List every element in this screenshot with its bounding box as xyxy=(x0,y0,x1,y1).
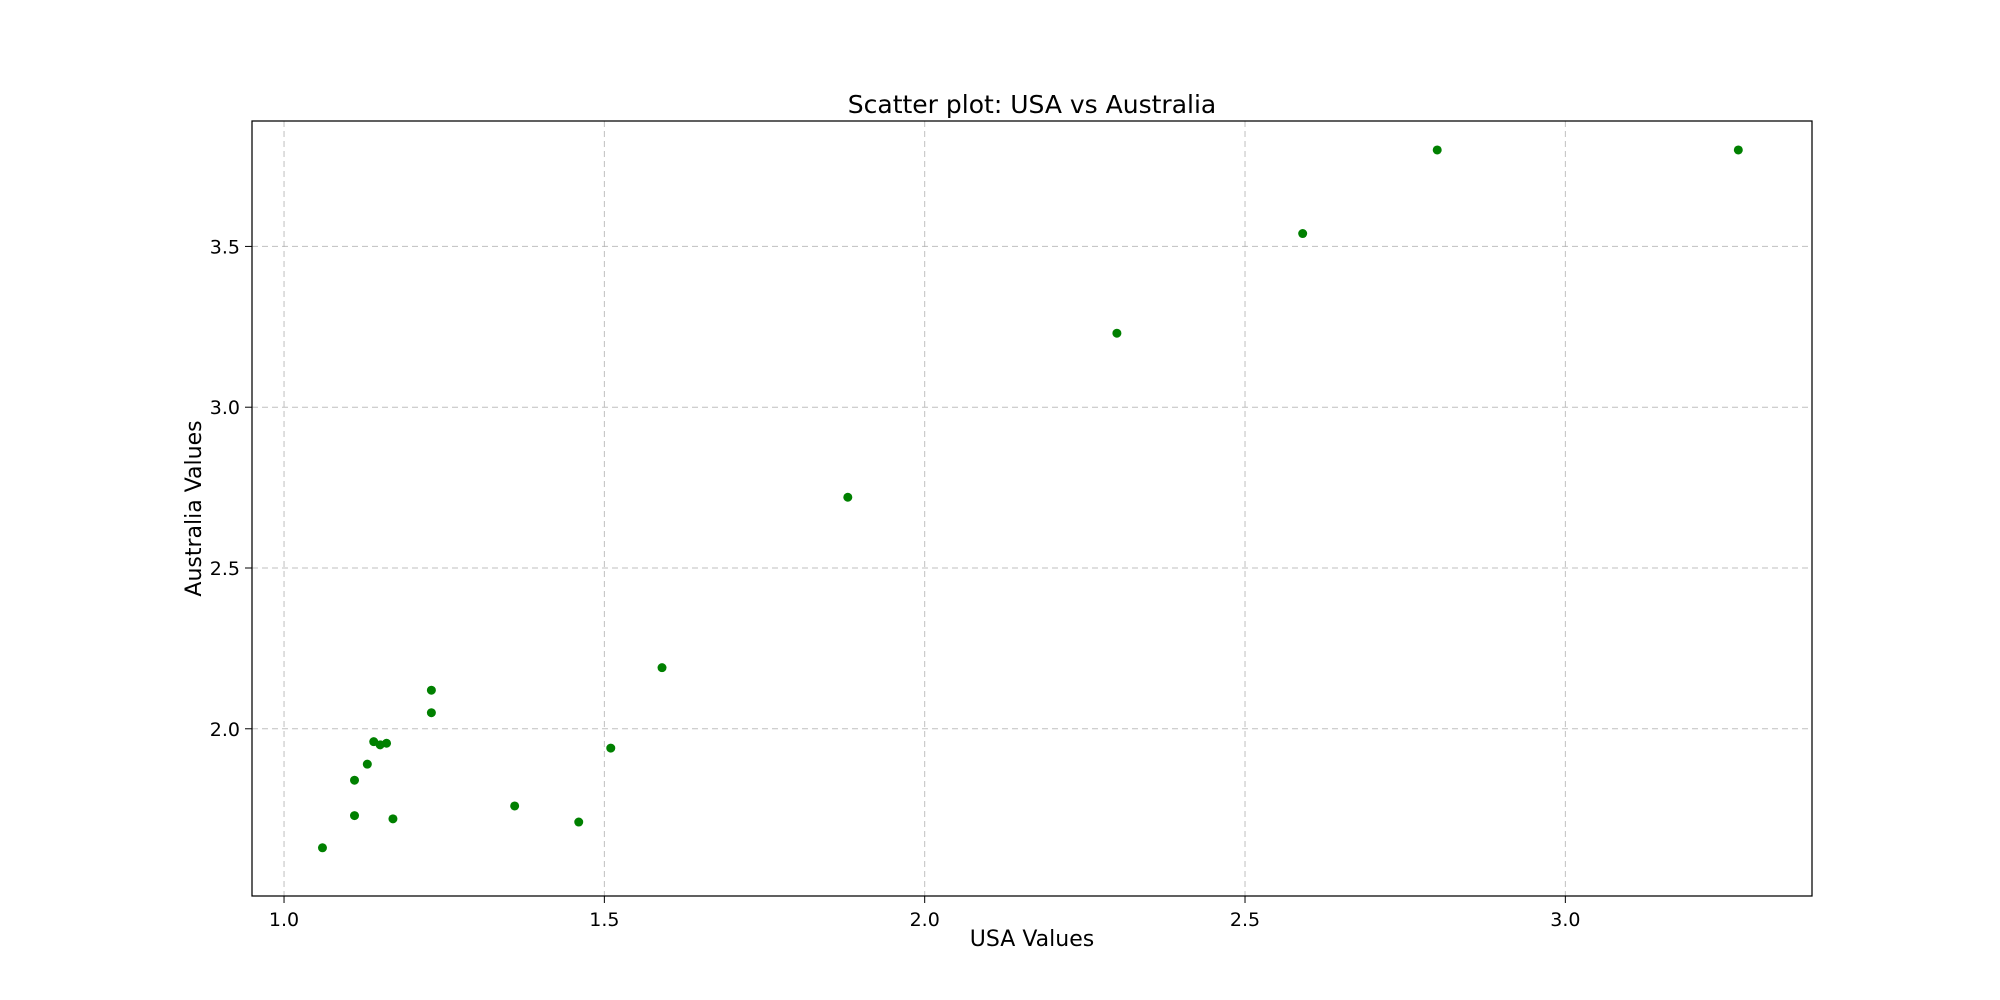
x-tick-label: 1.0 xyxy=(269,909,299,931)
chart-title: Scatter plot: USA vs Australia xyxy=(848,90,1216,119)
data-point xyxy=(657,663,667,673)
data-point xyxy=(426,685,436,695)
axes-frame xyxy=(251,120,1813,897)
y-tick-label: 2.5 xyxy=(210,558,240,580)
x-tick-label: 2.0 xyxy=(910,909,940,931)
x-tick-label: 1.5 xyxy=(589,909,619,931)
data-point xyxy=(574,817,584,827)
data-point xyxy=(1733,145,1743,155)
y-axis-label: Australia Values xyxy=(182,420,207,596)
data-point xyxy=(350,811,360,821)
data-point xyxy=(382,738,392,748)
data-point xyxy=(1432,145,1442,155)
data-point xyxy=(843,492,853,502)
y-tick-label: 3.0 xyxy=(210,397,240,419)
data-point xyxy=(1298,229,1308,239)
data-point xyxy=(317,843,327,853)
data-point xyxy=(426,708,436,718)
data-point xyxy=(388,814,398,824)
grid xyxy=(252,121,1812,896)
data-point xyxy=(1112,328,1122,338)
x-tick-label: 3.0 xyxy=(1550,909,1580,931)
y-tick-label: 3.5 xyxy=(210,236,240,258)
data-point xyxy=(350,775,360,785)
y-tick-label: 2.0 xyxy=(210,719,240,741)
data-point xyxy=(362,759,372,769)
ticks: 1.0 1.5 2.0 2.5 3.0 2.0 2.5 3.0 3.5 xyxy=(210,236,1581,931)
x-axis-label: USA Values xyxy=(970,927,1094,952)
data-point xyxy=(510,801,520,811)
x-tick-label: 2.5 xyxy=(1230,909,1260,931)
data-points xyxy=(317,145,1743,853)
data-point xyxy=(606,743,616,753)
